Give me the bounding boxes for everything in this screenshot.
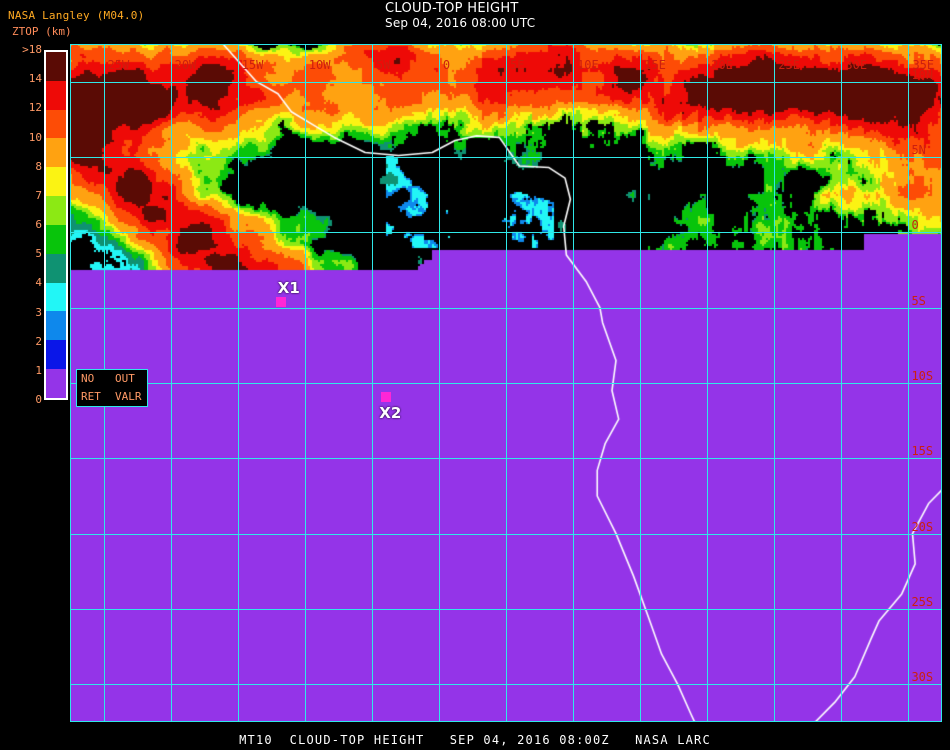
grid-label-latitude: 20S: [911, 519, 934, 534]
colorbar-swatch: [46, 253, 66, 283]
grid-line-latitude: [70, 82, 942, 83]
map-panel[interactable]: 25W 20W 15W 10W 5W 0 5E 10E 15E 20E 25E 30E 35E 10N 5N…: [70, 44, 942, 722]
noret-label-ret: RET: [81, 390, 101, 403]
grid-label-longitude: 30E: [845, 58, 868, 72]
grid-line-latitude: [70, 308, 942, 309]
colorbar-tick: 1: [35, 363, 42, 377]
colorbar-tick-labels: >18 14 12 10 8 7 6 5 4 3 2 1 0: [0, 44, 42, 406]
page-title: CLOUD-TOP HEIGHT: [385, 1, 519, 16]
noret-label-no: NO: [81, 372, 95, 385]
grid-label-longitude: 20E: [711, 58, 733, 72]
colorbar-swatch: [46, 138, 66, 168]
noret-label-out: OUT: [115, 372, 135, 385]
colorbar-tick: 10: [28, 130, 42, 144]
colorbar-swatch: [46, 109, 66, 139]
grid-label-latitude: 10N: [911, 67, 934, 82]
colorbar-tick: 3: [35, 305, 42, 319]
grid-line-latitude: [70, 534, 942, 535]
colorbar-swatch: [46, 224, 66, 254]
no-retrieval-legend: NO OUT RET VALR: [76, 369, 148, 407]
colorbar-swatch: [46, 369, 66, 398]
grid-label-longitude: 20W: [174, 58, 197, 72]
site-marker-square: [381, 391, 392, 402]
grid-line-latitude: [70, 157, 942, 158]
colorbar-tick: 14: [28, 72, 42, 86]
grid-label-latitude: 10S: [911, 369, 934, 383]
colorbar-swatch: [46, 340, 66, 370]
grid-label-latitude: 5S: [911, 293, 926, 308]
colorbar-swatch: [46, 311, 66, 341]
grid-label-latitude: 0: [911, 218, 919, 233]
grid-label-longitude: 5E: [510, 58, 525, 72]
grid-label-longitude: 5W: [375, 58, 391, 72]
colorbar-tick: 6: [35, 218, 42, 231]
colorbar-tick: 2: [35, 334, 42, 348]
colorbar-tick: >18: [22, 43, 42, 56]
grid-line-latitude: [70, 232, 942, 233]
colorbar-tick: 4: [35, 276, 42, 290]
noret-label-valr: VALR: [115, 390, 142, 403]
grid-label-latitude: 5N: [911, 143, 926, 157]
colorbar-title: ZTOP (km): [12, 25, 72, 38]
grid-label-longitude: 25W: [107, 58, 130, 72]
colorbar-tick: 7: [35, 188, 42, 202]
grid-label-latitude: 15S: [911, 444, 934, 459]
site-marker-label: X1: [277, 279, 300, 298]
colorbar-tick: 12: [28, 101, 42, 115]
footer-status-bar: MT10 CLOUD-TOP HEIGHT SEP 04, 2016 08:00…: [239, 733, 711, 747]
grid-label-longitude: 10W: [308, 58, 331, 72]
colorbar-gradient: [44, 50, 68, 400]
colorbar-tick: 0: [35, 393, 42, 406]
grid-label-longitude: 25E: [778, 58, 800, 72]
grid-label-longitude: 10E: [577, 58, 599, 72]
title-block: CLOUD-TOP HEIGHT Sep 04, 2016 08:00 UTC: [385, 1, 535, 30]
colorbar-swatch: [46, 52, 66, 81]
agency-label: NASA Langley (M04.0): [8, 9, 145, 22]
colorbar-swatch: [46, 167, 66, 197]
colorbar-swatch: [46, 282, 66, 312]
grid-label-longitude: 35E: [912, 58, 935, 72]
grid-label-longitude: 0: [442, 58, 451, 72]
grid-line-latitude: [70, 458, 942, 459]
colorbar-tick: 8: [35, 159, 42, 173]
site-marker-label: X2: [379, 403, 402, 422]
colorbar: [44, 50, 68, 400]
grid-line-latitude: [70, 684, 942, 685]
colorbar-swatch: [46, 196, 66, 225]
site-marker-square: [275, 297, 286, 308]
grid-label-longitude: 15W: [241, 58, 264, 72]
page-subtitle: Sep 04, 2016 08:00 UTC: [385, 16, 536, 30]
lat-lon-grid: 25W 20W 15W 10W 5W 0 5E 10E 15E 20E 25E 30E 35E 10N 5N…: [70, 44, 942, 722]
grid-label-longitude: 15E: [644, 58, 666, 72]
grid-label-latitude: 25S: [911, 595, 934, 609]
grid-label-latitude: 30S: [911, 670, 934, 685]
grid-line-latitude: [70, 609, 942, 610]
colorbar-tick: 5: [35, 247, 42, 261]
colorbar-swatch: [46, 80, 66, 110]
grid-line-latitude: [70, 383, 942, 384]
